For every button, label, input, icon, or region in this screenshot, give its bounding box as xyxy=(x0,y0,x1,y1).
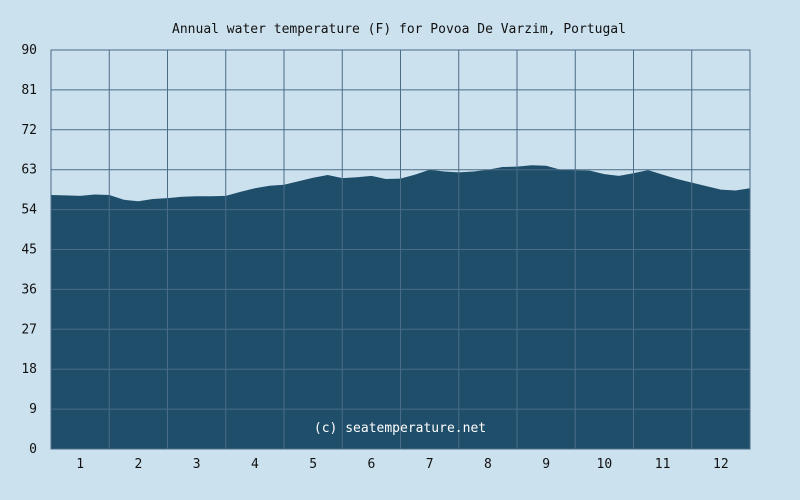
x-tick-label: 8 xyxy=(484,457,492,472)
y-tick-label: 54 xyxy=(21,203,37,218)
x-tick-label: 9 xyxy=(542,457,550,472)
y-tick-label: 27 xyxy=(21,322,37,337)
watermark: (c) seatemperature.net xyxy=(314,421,486,436)
y-tick-label: 36 xyxy=(21,282,37,297)
y-tick-label: 63 xyxy=(21,163,37,178)
x-tick-label: 10 xyxy=(597,457,613,472)
y-tick-label: 72 xyxy=(21,123,37,138)
x-tick-label: 1 xyxy=(76,457,84,472)
x-tick-label: 12 xyxy=(713,457,729,472)
x-gridlines xyxy=(50,50,751,449)
x-tick-label: 3 xyxy=(193,457,201,472)
x-tick-label: 2 xyxy=(134,457,142,472)
x-tick-label: 6 xyxy=(367,457,375,472)
x-tick-label: 5 xyxy=(309,457,317,472)
chart-title: Annual water temperature (F) for Povoa D… xyxy=(172,22,626,37)
y-tick-label: 45 xyxy=(21,243,37,258)
x-tick-label: 4 xyxy=(251,457,259,472)
x-tick-label: 7 xyxy=(426,457,434,472)
y-tick-label: 9 xyxy=(29,402,37,417)
x-axis-tick-labels: 1 2 3 4 5 6 7 8 9 10 11 12 xyxy=(76,457,728,472)
y-tick-label: 90 xyxy=(21,43,37,58)
x-tick-label: 11 xyxy=(655,457,671,472)
y-axis-tick-labels: 0 9 18 27 36 45 54 63 72 81 90 xyxy=(21,43,37,457)
y-tick-label: 18 xyxy=(21,362,37,377)
y-tick-label: 0 xyxy=(29,442,37,457)
y-tick-label: 81 xyxy=(21,83,37,98)
